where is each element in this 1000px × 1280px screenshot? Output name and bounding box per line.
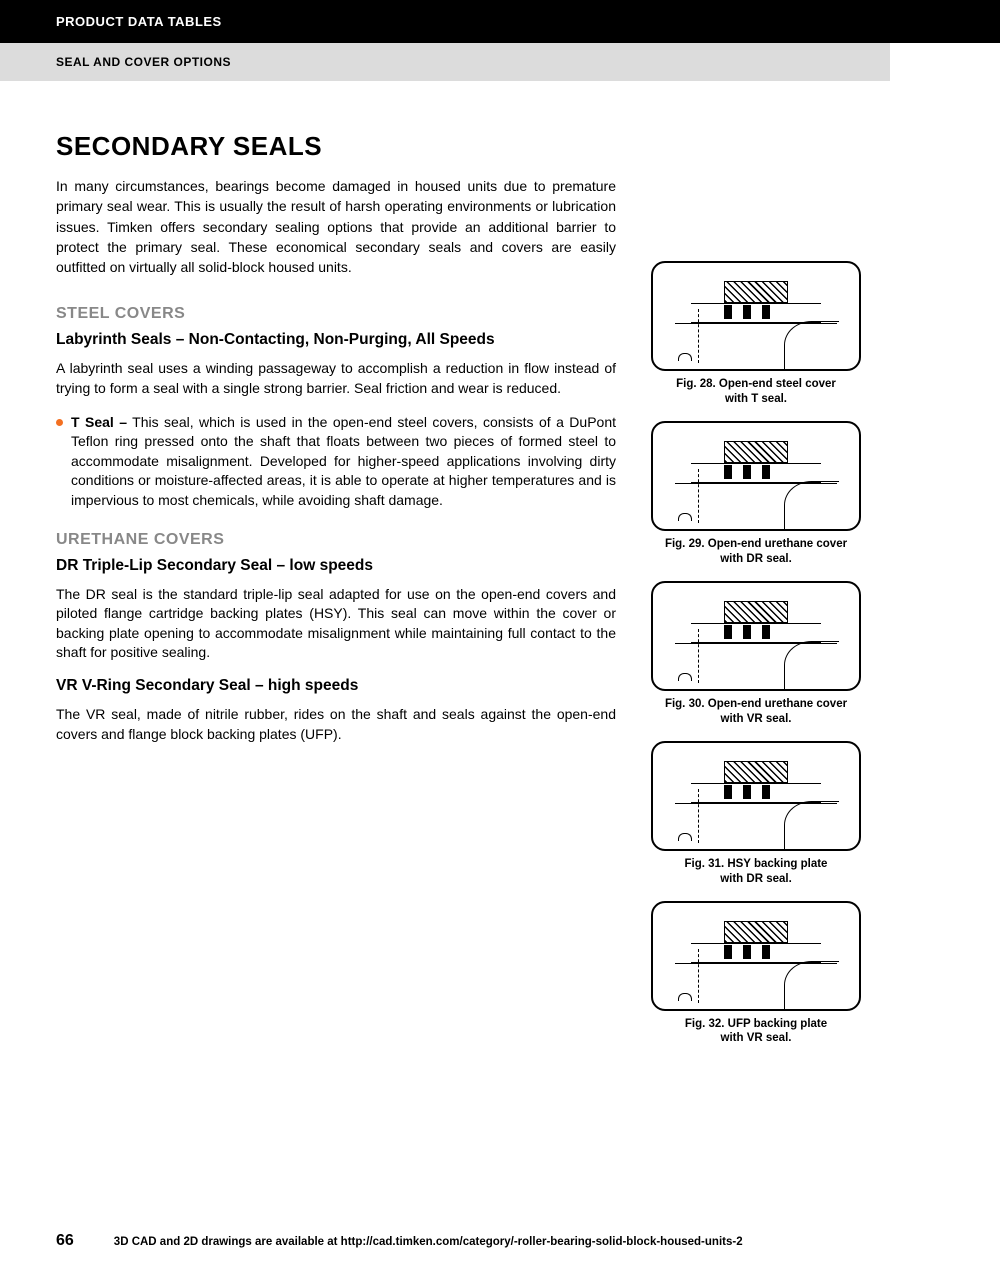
footer-note: 3D CAD and 2D drawings are available at …	[114, 1236, 743, 1248]
figure-31-diagram	[651, 741, 861, 851]
labyrinth-description: A labyrinth seal uses a winding passagew…	[56, 359, 616, 398]
header-title: PRODUCT DATA TABLES	[56, 14, 222, 29]
figure-32-diagram	[651, 901, 861, 1011]
vr-seal-heading: VR V-Ring Secondary Seal – high speeds	[56, 677, 616, 695]
figure-28-diagram	[651, 261, 861, 371]
labyrinth-seals-heading: Labyrinth Seals – Non-Contacting, Non-Pu…	[56, 331, 616, 349]
figure-32: Fig. 32. UFP backing plate with VR seal.	[646, 901, 866, 1047]
header-black-bar: PRODUCT DATA TABLES	[0, 0, 1000, 43]
left-column: SECONDARY SEALS In many circumstances, b…	[56, 131, 616, 1060]
intro-paragraph: In many circumstances, bearings become d…	[56, 176, 616, 277]
section-urethane-covers-heading: URETHANE COVERS	[56, 531, 616, 549]
page-title: SECONDARY SEALS	[56, 131, 616, 162]
content-area: SECONDARY SEALS In many circumstances, b…	[0, 81, 1000, 1060]
figure-31: Fig. 31. HSY backing plate with DR seal.	[646, 741, 866, 887]
dr-seal-description: The DR seal is the standard triple-lip s…	[56, 585, 616, 663]
page-footer: 66 3D CAD and 2D drawings are available …	[56, 1232, 944, 1250]
figure-30-caption: Fig. 30. Open-end urethane cover with VR…	[646, 697, 866, 727]
figure-29: Fig. 29. Open-end urethane cover with DR…	[646, 421, 866, 567]
figures-column: Fig. 28. Open-end steel cover with T sea…	[646, 131, 866, 1060]
figure-28-caption: Fig. 28. Open-end steel cover with T sea…	[646, 377, 866, 407]
figure-30: Fig. 30. Open-end urethane cover with VR…	[646, 581, 866, 727]
figure-29-caption: Fig. 29. Open-end urethane cover with DR…	[646, 537, 866, 567]
tseal-bullet: T Seal – This seal, which is used in the…	[56, 413, 616, 511]
figure-31-caption: Fig. 31. HSY backing plate with DR seal.	[646, 857, 866, 887]
vr-seal-description: The VR seal, made of nitrile rubber, rid…	[56, 705, 616, 744]
section-steel-covers-heading: STEEL COVERS	[56, 305, 616, 323]
dr-seal-heading: DR Triple-Lip Secondary Seal – low speed…	[56, 557, 616, 575]
header-subtitle: SEAL AND COVER OPTIONS	[56, 55, 231, 69]
figure-32-caption: Fig. 32. UFP backing plate with VR seal.	[646, 1017, 866, 1047]
tseal-body: This seal, which is used in the open-end…	[71, 414, 616, 508]
bullet-dot-icon	[56, 419, 63, 426]
figure-30-diagram	[651, 581, 861, 691]
tseal-text: T Seal – This seal, which is used in the…	[71, 413, 616, 511]
figure-29-diagram	[651, 421, 861, 531]
tseal-label: T Seal –	[71, 414, 127, 430]
header-gray-bar: SEAL AND COVER OPTIONS	[0, 43, 890, 81]
figure-28: Fig. 28. Open-end steel cover with T sea…	[646, 261, 866, 407]
page-number: 66	[56, 1232, 74, 1250]
